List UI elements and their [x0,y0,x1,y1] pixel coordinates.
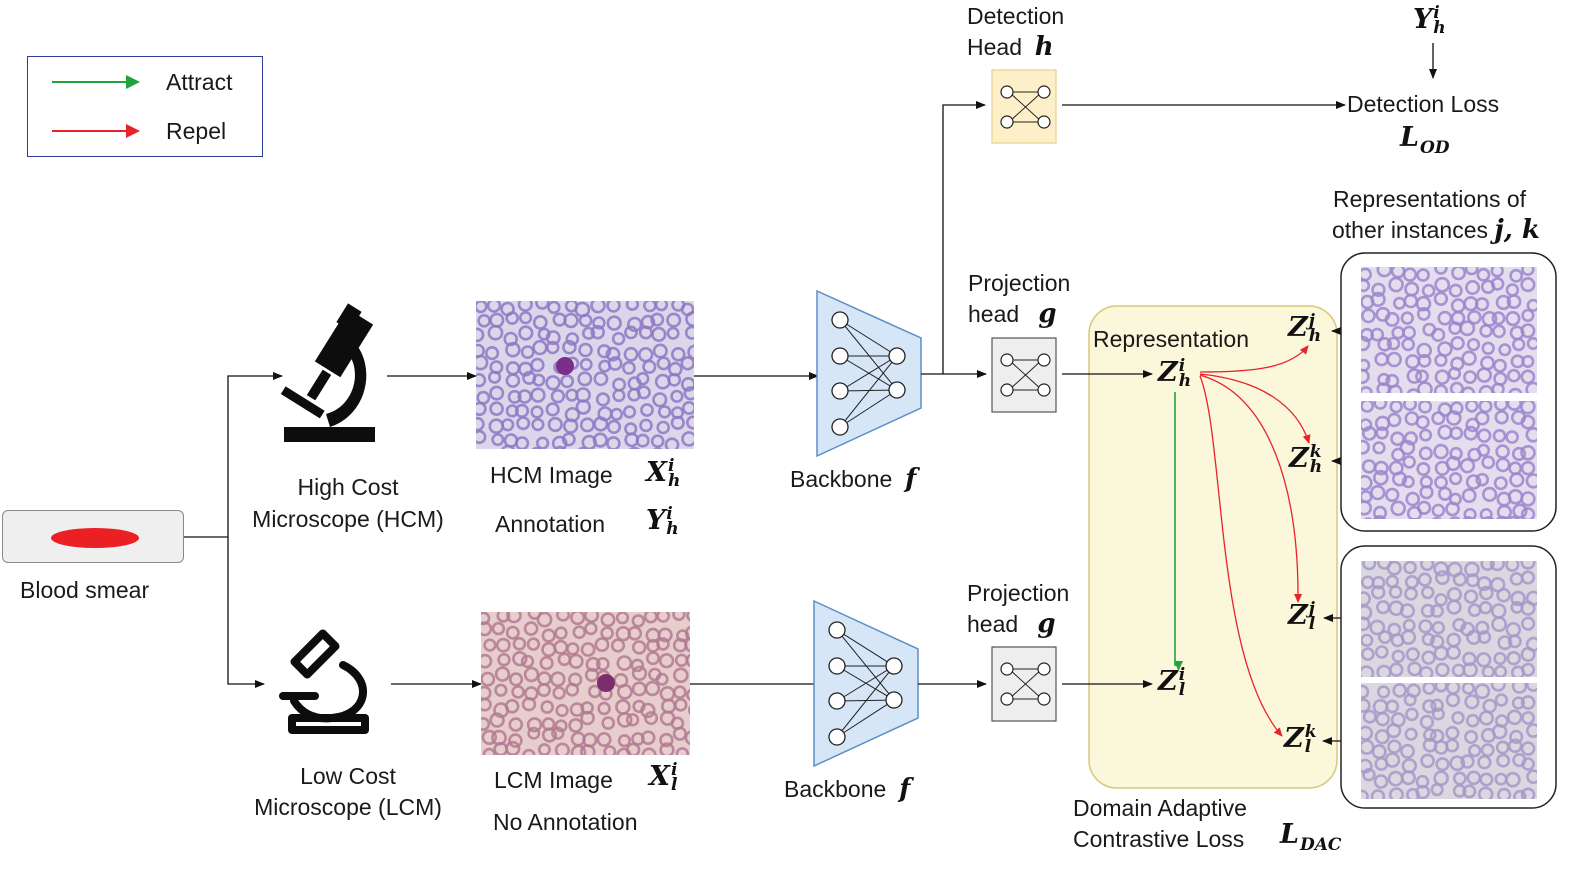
representation-panel [1088,305,1338,789]
other-lcm-image-j [1361,561,1537,677]
arrow-smear-to-hcm [227,372,283,537]
dac-loss-var: LDAC [1280,819,1342,856]
detection-loss-var: LOD [1400,122,1450,159]
backbone-lcm-label: Backbone f [784,774,911,804]
projection-lcm-label-line2: head g [967,609,1056,639]
projection-lcm-label-line1: Projection [967,580,1070,606]
projection-hcm-label-line2: head g [968,299,1057,329]
dac-loss-label-line2: Contrastive Loss [1073,826,1245,852]
other-hcm-image-j [1361,267,1537,393]
repel-legend-arrow-icon [52,124,140,138]
lcm-label-line1: Low Cost [300,763,396,789]
lcm-label-line2: Microscope (LCM) [254,794,442,820]
legend-repel-label: Repel [166,118,227,144]
attract-legend-arrow-icon [52,75,140,89]
repel-arrow-zhj [1199,345,1309,373]
dac-loss-label-line1: Domain Adaptive [1073,795,1247,821]
legend-attract-label: Attract [166,69,233,95]
repel-arrow-zhk [1199,373,1311,444]
no-annotation-label: No Annotation [493,809,638,835]
lcm-image [481,612,690,755]
lcm-image-label: LCM Image [494,767,613,793]
other-lcm-image-k [1361,683,1537,799]
repel-arrow-zlj [1199,374,1303,603]
microscope-outline-icon [279,629,369,734]
projection-hcm-label-line1: Projection [968,270,1071,296]
legend-repel: Repel [28,116,264,146]
hcm-label-line2: Microscope (HCM) [252,506,444,532]
legend-attract: Attract [28,67,264,97]
other-instances-label-line1: Representations of [1333,186,1527,212]
detection-head-label-line1: Detection [967,3,1065,29]
detection-loss-label: Detection Loss [1347,91,1500,117]
repel-arrow-zlk [1199,375,1283,737]
detection-head-box [991,69,1057,144]
hcm-image [476,301,694,449]
arrow-smear-to-lcm [227,537,265,688]
hcm-image-label: HCM Image [490,462,613,488]
backbone-lcm [813,599,919,768]
annotation-label: Annotation [495,511,605,537]
other-hcm-image-k [1361,401,1537,519]
blood-drop-icon [51,528,139,548]
representation-label: Representation [1093,326,1249,352]
microscope-filled-icon [280,303,375,442]
backbone-hcm [816,289,922,458]
blood-smear-slide [2,510,184,563]
legend: Attract Repel [27,56,263,157]
other-instances-label-line2: other instances j, k [1332,215,1540,245]
blood-smear-label: Blood smear [20,577,150,603]
hcm-label-line1: High Cost [297,474,399,500]
detection-head-label-line2: Head h [967,32,1054,62]
backbone-hcm-label: Backbone f [790,464,917,494]
arrow-backbone-to-detection [942,101,986,374]
projection-head-lcm [991,646,1057,722]
projection-head-hcm [991,337,1057,413]
